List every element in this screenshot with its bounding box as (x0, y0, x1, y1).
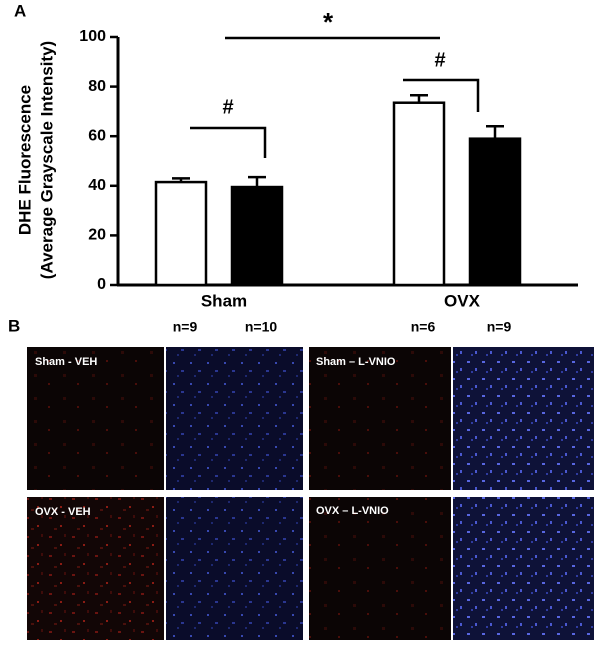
y-axis-label: (Average Grayscale Intensity) (37, 41, 56, 279)
n-label: n=9 (173, 319, 198, 335)
micrograph (309, 347, 451, 490)
y-tick-label: 80 (88, 78, 106, 95)
micrograph (27, 347, 164, 490)
image-label: OVX - VEH (35, 506, 91, 518)
panel-label: A (14, 1, 26, 20)
panel-label: B (8, 316, 20, 335)
image-label: Sham - VEH (35, 356, 97, 368)
y-tick-label: 40 (88, 177, 106, 194)
x-tick-label: OVX (444, 291, 481, 310)
n-label: n=9 (487, 319, 512, 335)
significance-mark: * (323, 7, 334, 37)
micrograph (166, 347, 303, 490)
significance-bracket (190, 126, 267, 158)
bar (468, 137, 522, 287)
significance-mark: # (434, 49, 445, 71)
y-axis-label: DHE Fluorescence (15, 85, 34, 235)
bar (230, 185, 284, 287)
significance-mark: # (222, 96, 233, 118)
significance-bracket (403, 78, 480, 112)
micrograph (453, 347, 594, 490)
micrograph (309, 497, 451, 640)
bar (392, 101, 446, 287)
image-label: Sham – L-VNIO (316, 356, 396, 368)
image-label: OVX – L-VNIO (316, 505, 389, 517)
y-tick-label: 20 (88, 227, 106, 244)
n-label: n=6 (411, 319, 436, 335)
bar (154, 180, 208, 287)
n-label: n=10 (245, 319, 278, 335)
y-tick-label: 100 (79, 28, 106, 45)
micrograph (453, 497, 594, 640)
x-tick-label: Sham (201, 291, 247, 310)
micrograph (27, 497, 164, 640)
y-tick-label: 0 (97, 276, 106, 293)
y-tick-label: 60 (88, 127, 106, 144)
micrograph (166, 497, 303, 640)
